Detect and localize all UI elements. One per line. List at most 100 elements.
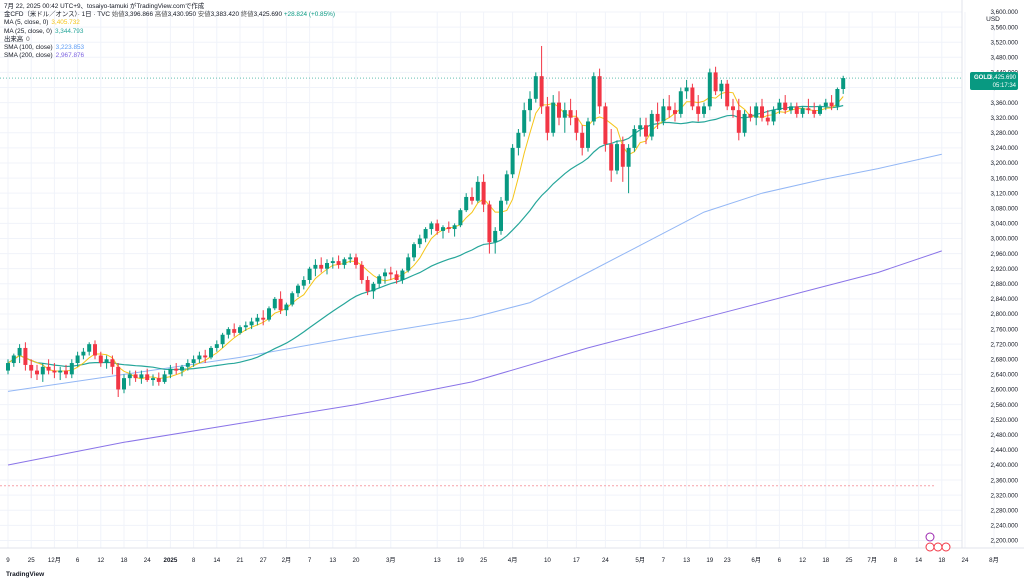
candle-body[interactable]	[58, 370, 63, 373]
candle-body[interactable]	[249, 321, 254, 326]
candle-body[interactable]	[580, 132, 585, 148]
candle-body[interactable]	[533, 76, 538, 99]
candle-body[interactable]	[17, 347, 22, 356]
candle-body[interactable]	[638, 125, 643, 130]
candle-body[interactable]	[441, 227, 445, 231]
event-icon[interactable]	[925, 532, 935, 542]
candle-body[interactable]	[748, 113, 753, 118]
candle-body[interactable]	[783, 102, 788, 111]
symbol-title[interactable]: 金CFD（米ドル／オンス）· 1日 · TVC	[4, 11, 111, 19]
candle-body[interactable]	[597, 76, 602, 107]
candle-body[interactable]	[400, 270, 405, 280]
candle-body[interactable]	[336, 261, 341, 265]
candle-body[interactable]	[835, 89, 840, 107]
candle-body[interactable]	[110, 359, 115, 367]
candle-body[interactable]	[69, 363, 74, 375]
candle-body[interactable]	[284, 304, 289, 311]
candle-body[interactable]	[151, 378, 155, 381]
candle-body[interactable]	[661, 106, 666, 122]
candle-body[interactable]	[313, 264, 318, 269]
candle-body[interactable]	[168, 368, 173, 375]
candle-body[interactable]	[52, 370, 57, 373]
candle-body[interactable]	[185, 363, 190, 367]
flag-icon[interactable]	[941, 542, 951, 552]
candle-body[interactable]	[673, 110, 677, 114]
indicator-volume[interactable]: 出来高 0	[4, 36, 335, 44]
candle-body[interactable]	[232, 329, 237, 333]
candle-body[interactable]	[487, 204, 492, 243]
indicator-sma100[interactable]: SMA (100, close) 3,223.853	[4, 44, 335, 52]
candle-body[interactable]	[104, 359, 109, 364]
candle-body[interactable]	[568, 110, 573, 118]
candle-body[interactable]	[156, 378, 161, 382]
candle-body[interactable]	[377, 276, 382, 284]
candle-body[interactable]	[133, 374, 138, 379]
candle-body[interactable]	[98, 355, 103, 364]
candle-body[interactable]	[644, 125, 648, 137]
candle-body[interactable]	[296, 285, 300, 294]
candle-body[interactable]	[794, 106, 799, 114]
candle-body[interactable]	[574, 117, 579, 133]
candle-body[interactable]	[725, 83, 730, 107]
candle-body[interactable]	[371, 283, 376, 292]
candle-body[interactable]	[93, 344, 97, 356]
candle-body[interactable]	[412, 244, 416, 258]
flag-icon[interactable]	[925, 542, 935, 552]
candle-body[interactable]	[765, 117, 770, 122]
flag-icon[interactable]	[933, 542, 943, 552]
candle-body[interactable]	[696, 106, 701, 114]
candle-body[interactable]	[458, 210, 463, 226]
candle-body[interactable]	[40, 366, 45, 375]
candle-body[interactable]	[754, 106, 759, 118]
candle-body[interactable]	[742, 113, 747, 133]
candle-body[interactable]	[81, 351, 86, 356]
candle-body[interactable]	[499, 200, 503, 231]
candle-body[interactable]	[127, 374, 132, 379]
candle-body[interactable]	[162, 374, 167, 382]
candle-body[interactable]	[470, 196, 474, 201]
candle-body[interactable]	[87, 344, 92, 352]
candle-body[interactable]	[603, 106, 608, 145]
candle-body[interactable]	[812, 110, 817, 114]
candle-body[interactable]	[417, 238, 422, 245]
candle-body[interactable]	[214, 344, 219, 348]
candle-body[interactable]	[255, 317, 260, 322]
candle-body[interactable]	[702, 106, 706, 114]
candle-body[interactable]	[29, 364, 34, 371]
candle-body[interactable]	[365, 280, 370, 292]
candle-body[interactable]	[510, 147, 515, 175]
indicator-ma5[interactable]: MA (5, close, 0) 3,405.732	[4, 19, 335, 27]
candle-body[interactable]	[423, 229, 428, 239]
candle-body[interactable]	[731, 106, 735, 111]
candle-body[interactable]	[261, 317, 266, 320]
candle-body[interactable]	[301, 280, 306, 286]
candle-body[interactable]	[707, 72, 712, 107]
candle-body[interactable]	[272, 298, 277, 309]
candle-body[interactable]	[771, 110, 776, 122]
candle-body[interactable]	[354, 257, 358, 265]
candle-body[interactable]	[226, 329, 231, 335]
candle-body[interactable]	[777, 102, 782, 111]
candle-body[interactable]	[626, 147, 631, 167]
candle-body[interactable]	[719, 83, 724, 92]
current-price-tag[interactable]	[970, 72, 1018, 91]
candle-body[interactable]	[307, 268, 312, 280]
candle-body[interactable]	[736, 110, 741, 133]
candle-body[interactable]	[75, 355, 80, 364]
candle-body[interactable]	[684, 87, 689, 92]
candle-body[interactable]	[655, 113, 660, 122]
candle-body[interactable]	[452, 225, 457, 230]
candle-body[interactable]	[267, 308, 271, 320]
candle-body[interactable]	[139, 374, 144, 379]
candle-body[interactable]	[203, 355, 208, 358]
candle-body[interactable]	[678, 91, 683, 114]
candle-body[interactable]	[429, 223, 434, 230]
candle-body[interactable]	[545, 106, 550, 133]
candle-body[interactable]	[6, 363, 10, 371]
candle-body[interactable]	[145, 374, 150, 381]
candle-body[interactable]	[493, 230, 498, 243]
candle-body[interactable]	[446, 227, 451, 230]
candle-body[interactable]	[760, 106, 764, 118]
candle-body[interactable]	[516, 132, 521, 148]
